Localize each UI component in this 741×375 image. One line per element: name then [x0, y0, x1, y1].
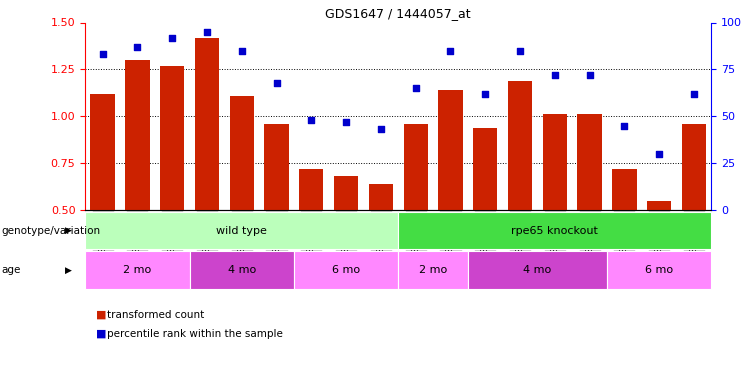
Text: ■: ■	[96, 329, 107, 339]
Point	[270, 80, 282, 86]
Point	[584, 72, 596, 78]
Text: transformed count: transformed count	[107, 310, 205, 320]
Text: 2 mo: 2 mo	[419, 265, 448, 275]
Bar	[508, 81, 532, 210]
Point	[236, 48, 247, 54]
Bar	[369, 184, 393, 210]
Text: ▶: ▶	[64, 266, 72, 274]
Text: 6 mo: 6 mo	[645, 265, 674, 275]
Bar	[265, 124, 289, 210]
Point	[549, 72, 561, 78]
Point	[166, 34, 178, 40]
Text: ■: ■	[96, 310, 107, 320]
Point	[131, 44, 143, 50]
Bar	[438, 90, 462, 210]
Text: ▶: ▶	[64, 226, 72, 235]
Text: 4 mo: 4 mo	[523, 265, 551, 275]
Point	[305, 117, 317, 123]
Text: genotype/variation: genotype/variation	[1, 226, 101, 236]
Bar	[90, 94, 115, 210]
Point	[201, 29, 213, 35]
Bar	[160, 66, 185, 210]
Point	[340, 119, 352, 125]
Bar	[682, 124, 706, 210]
Text: wild type: wild type	[216, 226, 268, 236]
Text: age: age	[1, 265, 21, 275]
Bar	[577, 114, 602, 210]
Point	[479, 91, 491, 97]
Point	[96, 51, 108, 57]
Point	[375, 126, 387, 132]
Text: rpe65 knockout: rpe65 knockout	[511, 226, 598, 236]
Point	[410, 85, 422, 91]
Point	[445, 48, 456, 54]
Text: 4 mo: 4 mo	[227, 265, 256, 275]
Point	[654, 151, 665, 157]
Text: percentile rank within the sample: percentile rank within the sample	[107, 329, 283, 339]
Title: GDS1647 / 1444057_at: GDS1647 / 1444057_at	[325, 7, 471, 20]
Bar	[612, 169, 637, 210]
Bar	[125, 60, 150, 210]
Bar	[542, 114, 567, 210]
Bar	[299, 169, 324, 210]
Text: 2 mo: 2 mo	[123, 265, 151, 275]
Bar	[195, 38, 219, 210]
Point	[514, 48, 526, 54]
Point	[688, 91, 700, 97]
Bar	[404, 124, 428, 210]
Bar	[473, 128, 497, 210]
Point	[619, 123, 631, 129]
Bar	[230, 96, 254, 210]
Bar	[334, 176, 359, 210]
Bar	[647, 201, 671, 210]
Text: 6 mo: 6 mo	[332, 265, 360, 275]
